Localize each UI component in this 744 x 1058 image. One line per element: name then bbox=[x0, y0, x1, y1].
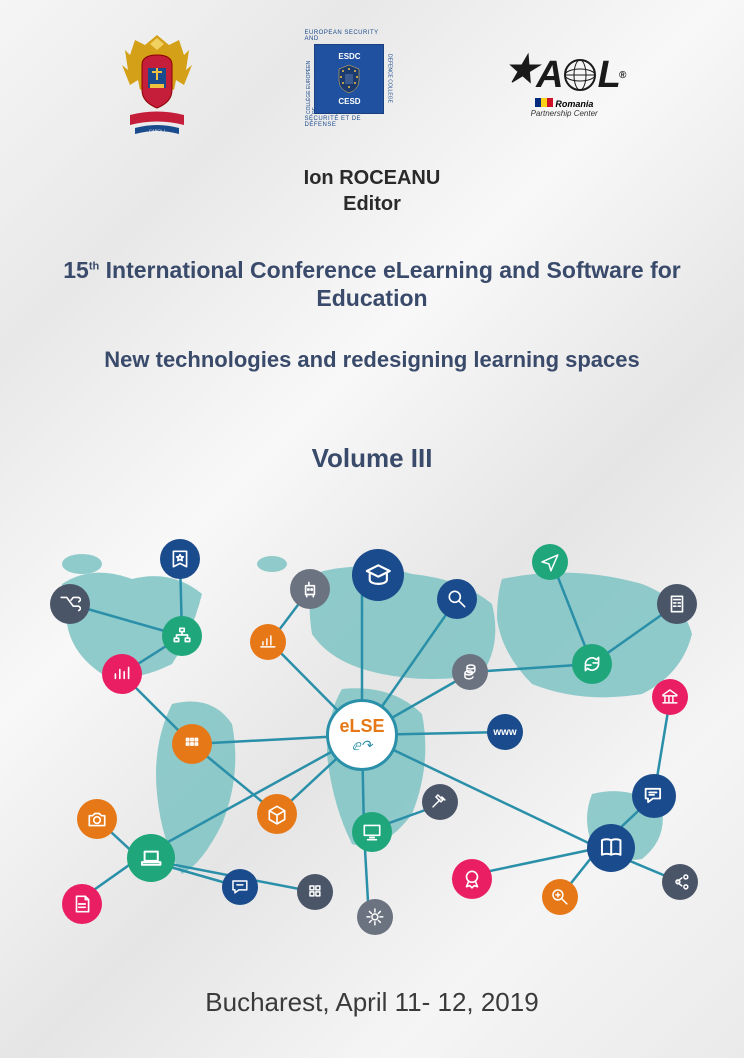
speech-icon bbox=[230, 877, 250, 897]
node-bars bbox=[102, 654, 142, 694]
node-monitor bbox=[352, 812, 392, 852]
center-node: eLSE ⅇ↷ bbox=[326, 699, 398, 771]
node-chart bbox=[250, 624, 286, 660]
monitor-icon bbox=[361, 821, 383, 843]
node-document bbox=[62, 884, 102, 924]
box-icon bbox=[266, 803, 288, 825]
node-robot bbox=[290, 569, 330, 609]
node-badge bbox=[452, 859, 492, 899]
esdc-top-text: EUROPEAN SECURITY AND bbox=[304, 30, 394, 42]
globe-icon bbox=[562, 57, 598, 93]
romania-flag-icon bbox=[535, 98, 553, 107]
logo-row: CAROL I EUROPEAN SECURITY AND COLLÈGE EU… bbox=[0, 0, 744, 150]
node-share bbox=[662, 864, 698, 900]
share-icon bbox=[670, 872, 690, 892]
node-send bbox=[532, 544, 568, 580]
node-box bbox=[257, 794, 297, 834]
coins-icon bbox=[460, 662, 480, 682]
node-chat bbox=[632, 774, 676, 818]
badge-icon bbox=[461, 868, 483, 890]
calculator-icon bbox=[666, 593, 688, 615]
cubes-icon bbox=[305, 882, 325, 902]
node-speech bbox=[222, 869, 258, 905]
node-calculator bbox=[657, 584, 697, 624]
node-bank bbox=[652, 679, 688, 715]
center-label: eLSE bbox=[339, 716, 384, 737]
network-graphic: eLSE ⅇ↷ www bbox=[32, 524, 712, 934]
adl-country: Romania bbox=[535, 98, 594, 109]
node-hierarchy bbox=[162, 616, 202, 656]
node-refresh bbox=[572, 644, 612, 684]
main-title: 15th International Conference eLearning … bbox=[15, 257, 729, 312]
hierarchy-icon bbox=[171, 625, 193, 647]
node-camera bbox=[77, 799, 117, 839]
adl-tagline: Partnership Center bbox=[531, 109, 598, 118]
adl-letters: ★A L ® bbox=[504, 53, 624, 98]
esdc-box-bottom: CESD bbox=[338, 97, 360, 106]
laptop-icon bbox=[138, 845, 164, 871]
shuffle-icon bbox=[59, 593, 81, 615]
editor-role: Editor bbox=[0, 191, 744, 217]
esdc-box-top: ESDC bbox=[338, 52, 360, 61]
coat-of-arms-icon: CAROL I bbox=[110, 30, 205, 140]
node-search bbox=[437, 579, 477, 619]
editor-name: Ion ROCEANU bbox=[0, 165, 744, 191]
svg-text:CAROL I: CAROL I bbox=[149, 128, 165, 133]
node-coins bbox=[452, 654, 488, 690]
node-graduate bbox=[352, 549, 404, 601]
graduate-icon bbox=[364, 561, 393, 590]
node-laptop bbox=[127, 834, 175, 882]
subtitle: New technologies and redesigning learnin… bbox=[15, 347, 729, 373]
node-dots bbox=[172, 724, 212, 764]
open-book-icon bbox=[598, 835, 624, 861]
esdc-logo: EUROPEAN SECURITY AND COLLÈGE EUROPÉEN D… bbox=[304, 30, 394, 140]
node-gear bbox=[357, 899, 393, 935]
refresh-icon bbox=[581, 653, 603, 675]
camera-icon bbox=[86, 808, 108, 830]
title-block: 15th International Conference eLearning … bbox=[0, 257, 744, 373]
gavel-icon bbox=[430, 792, 450, 812]
esdc-bottom-text: SÉCURITÉ ET DE DÉFENSE bbox=[304, 116, 394, 128]
footer-text: Bucharest, April 11- 12, 2019 bbox=[0, 987, 744, 1018]
zoom-icon bbox=[550, 887, 570, 907]
esdc-right-text: DEFENCE COLLEGE bbox=[386, 54, 392, 103]
center-sub: ⅇ↷ bbox=[352, 737, 372, 754]
esdc-shield-icon bbox=[335, 63, 363, 95]
bars-icon bbox=[111, 663, 133, 685]
document-icon bbox=[71, 893, 93, 915]
chart-icon bbox=[258, 632, 278, 652]
esdc-box: ESDC CESD bbox=[314, 44, 384, 114]
node-open-book bbox=[587, 824, 635, 872]
node-www: www bbox=[487, 714, 523, 750]
node-zoom bbox=[542, 879, 578, 915]
book-star-icon bbox=[169, 548, 191, 570]
volume-label: Volume III bbox=[0, 443, 744, 474]
gear-icon bbox=[365, 907, 385, 927]
node-book-star bbox=[160, 539, 200, 579]
send-icon bbox=[540, 552, 560, 572]
robot-icon bbox=[299, 578, 321, 600]
editor-block: Ion ROCEANU Editor bbox=[0, 165, 744, 217]
node-gavel bbox=[422, 784, 458, 820]
node-cubes bbox=[297, 874, 333, 910]
search-icon bbox=[446, 588, 468, 610]
coat-of-arms-logo: CAROL I bbox=[110, 30, 205, 140]
chat-icon bbox=[642, 784, 666, 808]
dots-icon bbox=[181, 733, 203, 755]
bank-icon bbox=[660, 687, 680, 707]
adl-logo: ★A L ® Romania Partnership Center bbox=[494, 40, 634, 130]
node-shuffle bbox=[50, 584, 90, 624]
